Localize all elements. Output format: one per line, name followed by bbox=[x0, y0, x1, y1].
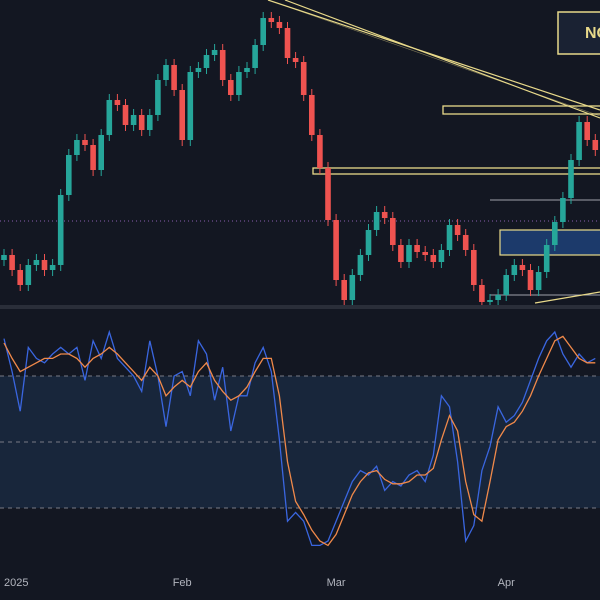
candle-body bbox=[381, 212, 388, 218]
oscillator-line bbox=[3, 329, 596, 547]
oscillator-line bbox=[3, 335, 596, 547]
candle-body bbox=[309, 95, 315, 135]
candle-body bbox=[17, 270, 23, 285]
candle-body bbox=[357, 255, 364, 275]
candle-body bbox=[155, 80, 161, 115]
candle-body bbox=[373, 212, 380, 230]
x-tick-label: Feb bbox=[173, 577, 192, 589]
candle-body bbox=[260, 18, 266, 45]
candle-body bbox=[479, 285, 485, 302]
candle-body bbox=[1, 255, 7, 260]
candle-body bbox=[130, 115, 137, 125]
candle-body bbox=[114, 100, 121, 105]
candle-body bbox=[228, 80, 234, 95]
candle-body bbox=[535, 272, 542, 290]
candle-body bbox=[57, 195, 64, 265]
candle-body bbox=[341, 280, 347, 300]
candle-body bbox=[122, 105, 129, 125]
label-box bbox=[557, 11, 600, 55]
drawings: NO bbox=[0, 0, 600, 309]
candle-body bbox=[268, 18, 275, 22]
candle-body bbox=[106, 100, 113, 135]
trend-line bbox=[534, 291, 600, 304]
candle-body bbox=[203, 55, 210, 68]
price-pane bbox=[1, 12, 599, 305]
trend-line bbox=[284, 0, 600, 119]
candle-body bbox=[511, 265, 518, 275]
candle-body bbox=[300, 62, 307, 95]
candle-body bbox=[365, 230, 372, 255]
candle-body bbox=[49, 265, 56, 270]
candle-body bbox=[325, 168, 331, 220]
candle-body bbox=[90, 145, 96, 170]
candle-body bbox=[276, 22, 283, 28]
candle-body bbox=[82, 140, 88, 145]
candle-body bbox=[171, 65, 177, 90]
candle-body bbox=[438, 250, 445, 262]
candle-body bbox=[333, 220, 339, 280]
candle-body bbox=[317, 135, 323, 168]
candle-body bbox=[592, 140, 599, 150]
candle-body bbox=[98, 135, 104, 170]
candle-body bbox=[211, 50, 218, 55]
candle-body bbox=[552, 222, 558, 245]
candle-body bbox=[527, 270, 534, 290]
candle-body bbox=[576, 122, 582, 160]
candle-body bbox=[219, 50, 226, 80]
candle-body bbox=[398, 245, 404, 262]
candle-body bbox=[179, 90, 185, 140]
candle-body bbox=[560, 198, 566, 222]
candle-body bbox=[138, 115, 145, 130]
candle-body bbox=[406, 245, 412, 262]
candle-body bbox=[349, 275, 356, 300]
candle-body bbox=[66, 155, 72, 195]
annotation: NO bbox=[585, 25, 600, 42]
candle-body bbox=[74, 140, 80, 155]
candle-body bbox=[41, 260, 48, 270]
x-tick-label: Mar bbox=[327, 577, 346, 589]
candle-body bbox=[284, 28, 291, 58]
candle-body bbox=[9, 255, 15, 270]
candle-body bbox=[454, 225, 461, 235]
zone-box bbox=[312, 167, 600, 175]
zone-box bbox=[442, 105, 600, 115]
candle-body bbox=[471, 250, 477, 285]
candle-body bbox=[187, 72, 194, 140]
candle-body bbox=[584, 122, 590, 140]
candle-body bbox=[462, 235, 469, 250]
candle-body bbox=[519, 265, 526, 270]
candle-body bbox=[422, 252, 428, 255]
candle-body bbox=[244, 68, 250, 72]
candle-body bbox=[568, 160, 574, 198]
x-tick-label: Apr bbox=[498, 577, 515, 589]
candle-body bbox=[163, 65, 169, 80]
candle-body bbox=[236, 72, 242, 95]
candle-body bbox=[33, 260, 40, 265]
x-axis: 2025 Feb Mar Apr bbox=[4, 577, 515, 589]
candle-body bbox=[195, 68, 202, 72]
candle-body bbox=[503, 275, 509, 295]
candle-body bbox=[390, 218, 396, 245]
candle-body bbox=[487, 300, 493, 302]
trend-line bbox=[267, 0, 600, 117]
candle-body bbox=[543, 245, 550, 272]
candle-body bbox=[430, 255, 437, 262]
candle-body bbox=[25, 265, 32, 285]
candle-body bbox=[446, 225, 453, 250]
candle-body bbox=[292, 58, 299, 62]
x-tick-label: 2025 bbox=[4, 577, 28, 589]
candle-body bbox=[252, 45, 258, 68]
candle-body bbox=[147, 115, 153, 130]
trend-line bbox=[267, 0, 600, 111]
candle-body bbox=[414, 245, 420, 252]
zone-box bbox=[499, 229, 600, 256]
candle-body bbox=[495, 295, 501, 300]
oscillator-pane bbox=[0, 329, 600, 547]
